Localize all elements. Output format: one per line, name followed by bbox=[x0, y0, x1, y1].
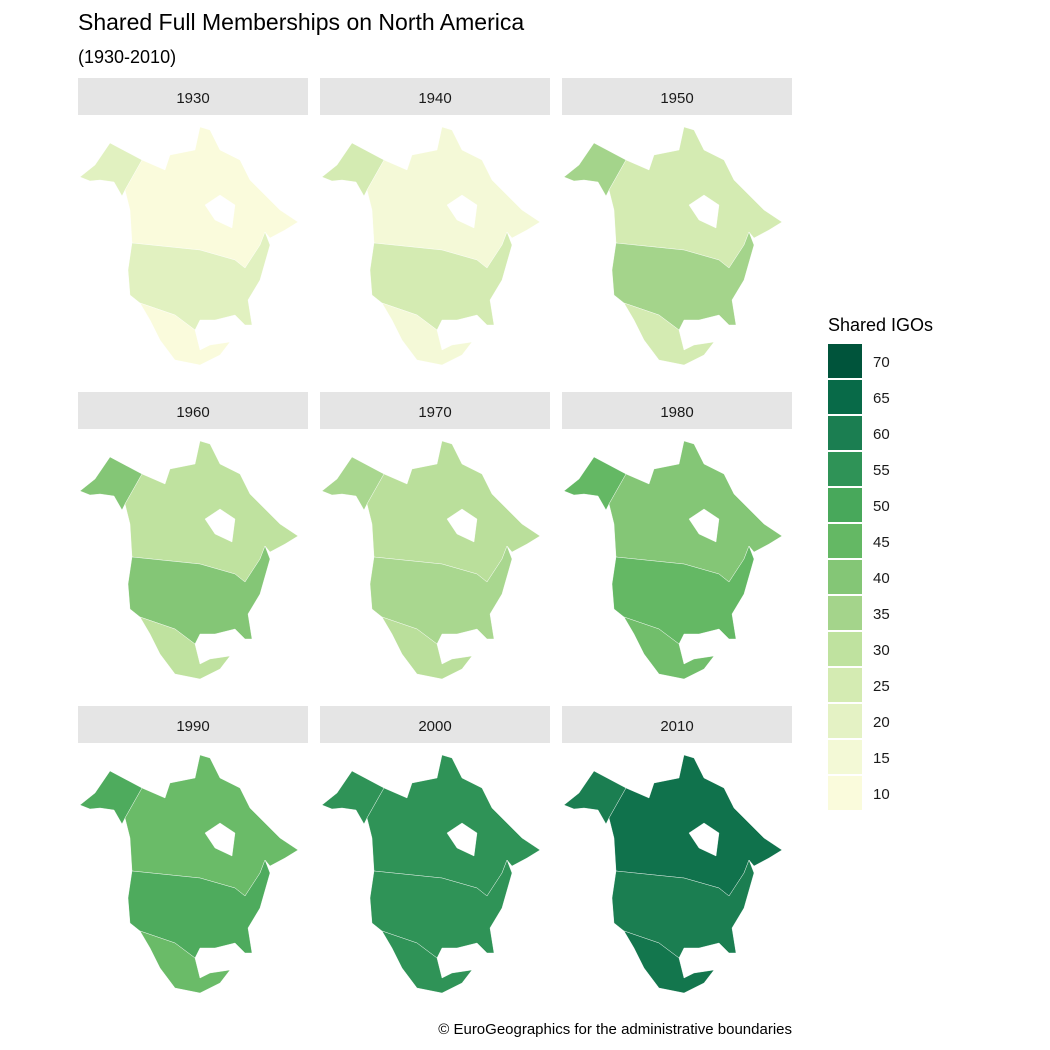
legend-key bbox=[828, 704, 862, 738]
region-mexico bbox=[381, 302, 473, 366]
legend-key bbox=[828, 524, 862, 558]
facet-panel-1940: 1940 bbox=[320, 78, 550, 366]
facet-strip bbox=[562, 78, 792, 115]
region-mexico bbox=[139, 302, 231, 366]
facet-panel-1960: 1960 bbox=[78, 392, 308, 680]
legend-label: 25 bbox=[873, 678, 890, 695]
legend-label: 10 bbox=[873, 786, 890, 803]
region-alaska bbox=[563, 770, 627, 825]
legend-label: 35 bbox=[873, 606, 890, 623]
legend-key bbox=[828, 668, 862, 702]
legend: 70 65 60 55 50 45 40 35 30 25 20 15 10 bbox=[828, 344, 890, 810]
region-alaska bbox=[321, 770, 385, 825]
facet-panel-2010: 2010 bbox=[562, 706, 792, 994]
legend-key bbox=[828, 488, 862, 522]
region-alaska bbox=[321, 456, 385, 511]
facet-label: 1930 bbox=[176, 90, 209, 107]
legend-label: 30 bbox=[873, 642, 890, 659]
facet-panel-1930: 1930 bbox=[78, 78, 308, 366]
facet-strip bbox=[78, 706, 308, 743]
facet-label: 1950 bbox=[660, 90, 693, 107]
legend-label: 45 bbox=[873, 534, 890, 551]
region-mexico bbox=[623, 930, 715, 994]
facet-strip bbox=[320, 706, 550, 743]
legend-label: 20 bbox=[873, 714, 890, 731]
region-mexico bbox=[623, 616, 715, 680]
facet-strip bbox=[562, 392, 792, 429]
legend-label: 60 bbox=[873, 426, 890, 443]
region-alaska bbox=[321, 142, 385, 197]
legend-title: Shared IGOs bbox=[828, 315, 933, 335]
chart-title: Shared Full Memberships on North America bbox=[78, 9, 524, 35]
legend-label: 55 bbox=[873, 462, 890, 479]
facet-label: 1970 bbox=[418, 404, 451, 421]
facet-panel-2000: 2000 bbox=[320, 706, 550, 994]
facet-panel-1970: 1970 bbox=[320, 392, 550, 680]
region-mexico bbox=[381, 930, 473, 994]
region-canada bbox=[366, 440, 541, 583]
caption: © EuroGeographics for the administrative… bbox=[438, 1021, 792, 1038]
region-canada bbox=[608, 440, 783, 583]
region-alaska bbox=[563, 456, 627, 511]
facet-label: 1980 bbox=[660, 404, 693, 421]
facet-strip bbox=[320, 78, 550, 115]
legend-key bbox=[828, 596, 862, 630]
legend-key bbox=[828, 632, 862, 666]
legend-key bbox=[828, 740, 862, 774]
legend-label: 70 bbox=[873, 354, 890, 371]
facet-label: 1990 bbox=[176, 718, 209, 735]
legend-key bbox=[828, 344, 862, 378]
legend-label: 50 bbox=[873, 498, 890, 515]
region-alaska bbox=[79, 456, 143, 511]
facet-panel-1980: 1980 bbox=[562, 392, 792, 680]
facet-strip bbox=[562, 706, 792, 743]
legend-label: 15 bbox=[873, 750, 890, 767]
legend-label: 65 bbox=[873, 390, 890, 407]
facet-strip bbox=[320, 392, 550, 429]
region-mexico bbox=[381, 616, 473, 680]
region-alaska bbox=[79, 142, 143, 197]
facet-label: 1960 bbox=[176, 404, 209, 421]
legend-label: 40 bbox=[873, 570, 890, 587]
legend-key bbox=[828, 452, 862, 486]
facet-strip bbox=[78, 392, 308, 429]
facet-label: 2010 bbox=[660, 718, 693, 735]
facet-panel-1990: 1990 bbox=[78, 706, 308, 994]
legend-key bbox=[828, 380, 862, 414]
facet-label: 1940 bbox=[418, 90, 451, 107]
facet-strip bbox=[78, 78, 308, 115]
facet-panel-1950: 1950 bbox=[562, 78, 792, 366]
facet-label: 2000 bbox=[418, 718, 451, 735]
region-mexico bbox=[623, 302, 715, 366]
legend-key bbox=[828, 776, 862, 810]
region-mexico bbox=[139, 930, 231, 994]
region-mexico bbox=[139, 616, 231, 680]
region-alaska bbox=[563, 142, 627, 197]
legend-key bbox=[828, 560, 862, 594]
legend-key bbox=[828, 416, 862, 450]
region-alaska bbox=[79, 770, 143, 825]
chart-subtitle: (1930-2010) bbox=[78, 47, 176, 67]
